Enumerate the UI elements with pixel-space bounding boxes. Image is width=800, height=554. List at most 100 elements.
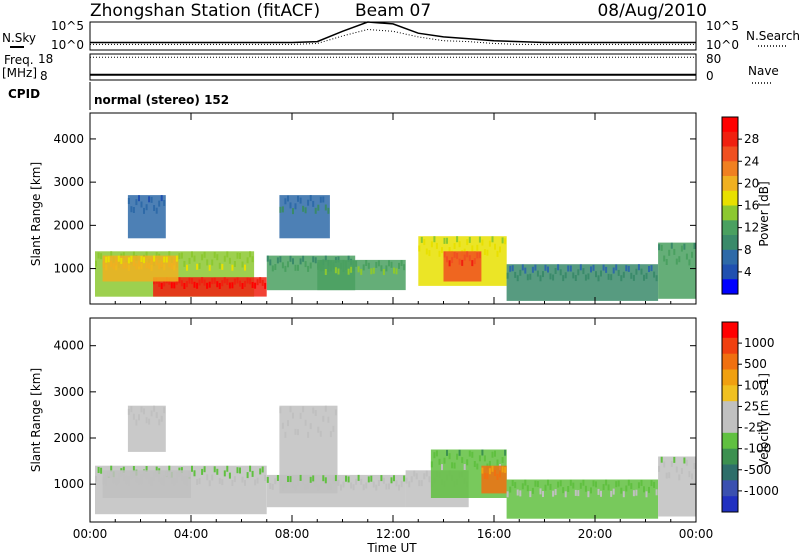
heatmap-cell [685, 459, 688, 466]
heatmap-cell [249, 251, 252, 258]
heatmap-cell [476, 252, 479, 259]
heatmap-cell [542, 271, 544, 278]
heatmap-cell [483, 472, 486, 479]
heatmap-cell [249, 278, 252, 285]
heatmap-cell [516, 275, 519, 282]
heatmap-cell [435, 242, 438, 249]
heatmap-cell [292, 258, 294, 265]
heatmap-cell [312, 475, 315, 482]
heatmap-cell [473, 461, 476, 467]
heatmap-cell [678, 474, 681, 481]
heatmap-cell [655, 489, 658, 496]
heatmap-cell [531, 487, 534, 494]
heatmap-cell [309, 476, 312, 483]
heatmap-cell [132, 466, 135, 472]
heatmap-cell [145, 251, 148, 258]
heatmap-cell [625, 265, 628, 272]
heatmap-cell [380, 475, 383, 482]
heatmap-cell [665, 472, 668, 479]
heatmap-cell [635, 268, 638, 275]
heatmap-cell [281, 262, 284, 269]
heatmap-cell [658, 465, 661, 472]
nsearch-tick-top: 10^5 [706, 19, 739, 33]
heatmap-cell [579, 482, 582, 489]
x-tick-label: 20:00 [578, 527, 613, 541]
heatmap-cell [461, 259, 464, 266]
heatmap-cell [377, 480, 380, 486]
heatmap-cell [478, 455, 481, 462]
nsearch-series-line [90, 28, 696, 45]
heatmap-cell [140, 406, 143, 413]
heatmap-cell [501, 237, 504, 244]
heatmap-cell [375, 484, 378, 491]
heatmap-cell [643, 274, 645, 281]
heatmap-cell [274, 264, 277, 270]
heatmap-cell [145, 473, 148, 480]
heatmap-cell [168, 465, 171, 472]
colorbar-swatch [722, 264, 738, 280]
heatmap-cell [524, 479, 527, 486]
heatmap-cell [173, 259, 176, 266]
heatmap-cell [135, 476, 138, 483]
heatmap-cell [617, 480, 620, 487]
power-panel: Slant Range [km] 4000 3000 2000 1000 28 24 20… [29, 112, 771, 305]
heatmap-cell [438, 250, 441, 257]
heatmap-cell [304, 207, 307, 214]
heatmap-cell [536, 481, 539, 488]
heatmap-cell [390, 261, 393, 268]
heatmap-cell [289, 255, 292, 262]
power-heatmap-cells [95, 195, 696, 301]
heatmap-cell [643, 486, 645, 493]
heatmap-cell [360, 478, 363, 485]
heatmap-cell [433, 236, 436, 243]
heatmap-cell [218, 262, 221, 269]
heatmap-cell [572, 272, 575, 279]
heatmap-cell [138, 414, 140, 421]
heatmap-cell [127, 476, 130, 483]
heatmap-cell [158, 475, 161, 482]
velocity-ylabel: Slant Range [km] [29, 368, 43, 472]
heatmap-cell [175, 472, 178, 479]
heatmap-cell [640, 268, 643, 275]
heatmap-cell [110, 472, 113, 479]
heatmap-cell [680, 468, 683, 474]
heatmap-cell [186, 264, 188, 271]
heatmap-cell [150, 258, 153, 265]
heatmap-cell [471, 451, 474, 458]
heatmap-cell [408, 481, 411, 488]
heatmap-cell [168, 472, 171, 479]
heatmap-cell [400, 481, 403, 488]
heatmap-cell [332, 477, 335, 484]
heatmap-cell [584, 485, 587, 492]
heatmap-cell [211, 278, 214, 285]
heatmap-cell [334, 409, 337, 416]
heatmap-cell [213, 251, 216, 258]
heatmap-cell [302, 406, 305, 413]
heatmap-cell [299, 412, 302, 419]
heatmap-cell [347, 268, 350, 275]
y-tick-label: 2000 [53, 431, 84, 445]
heatmap-cell [415, 473, 418, 480]
heatmap-cell [183, 283, 186, 289]
heatmap-cell [547, 479, 549, 486]
heatmap-cell [488, 240, 491, 247]
heatmap-cell [509, 486, 512, 493]
heatmap-cell [446, 237, 448, 244]
heatmap-cell [536, 270, 539, 277]
heatmap-cell [521, 483, 524, 490]
heatmap-cell [244, 479, 246, 486]
colorbar-tick-label: 25 [744, 399, 759, 413]
heatmap-cell [640, 479, 643, 486]
heatmap-region [127, 405, 166, 452]
heatmap-cell [180, 280, 183, 287]
heatmap-cell [453, 251, 456, 258]
heatmap-cell [145, 262, 148, 269]
heatmap-cell [549, 273, 552, 280]
heatmap-cell [650, 480, 653, 487]
heatmap-cell [342, 481, 345, 488]
heatmap-cell [653, 481, 656, 488]
heatmap-cell [289, 202, 292, 209]
heatmap-cell [110, 261, 113, 267]
heatmap-cell [463, 464, 466, 470]
heatmap-cell [241, 261, 244, 268]
